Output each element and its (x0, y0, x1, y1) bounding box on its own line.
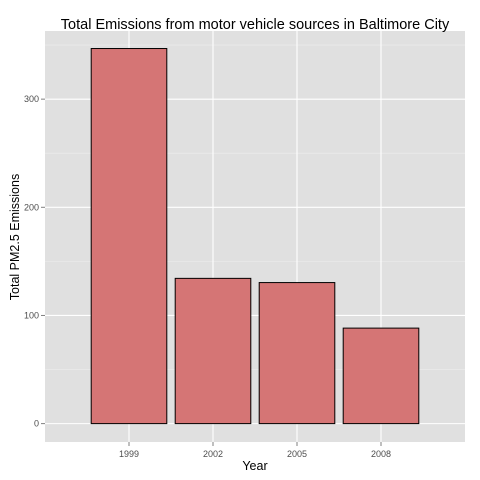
chart-title: Total Emissions from motor vehicle sourc… (61, 17, 450, 33)
bar-2008 (342, 327, 420, 425)
x-tick-label: 2002 (203, 449, 223, 459)
bars (90, 48, 420, 425)
bar-2005 (258, 282, 336, 425)
bar-2002 (174, 277, 252, 425)
y-axis: 0 100 200 300 (24, 94, 45, 429)
x-tick-label: 2005 (287, 449, 307, 459)
y-tick-label: 200 (24, 202, 39, 212)
y-axis-title: Total PM2.5 Emissions (8, 174, 22, 300)
x-axis: 1999 2002 2005 2008 (119, 442, 391, 459)
y-tick-label: 300 (24, 94, 39, 104)
y-tick-label: 100 (24, 310, 39, 320)
y-tick-label: 0 (34, 419, 39, 429)
x-tick-label: 2008 (371, 449, 391, 459)
x-axis-title: Year (242, 459, 267, 473)
x-tick-label: 1999 (119, 449, 139, 459)
bar-1999 (90, 48, 168, 425)
